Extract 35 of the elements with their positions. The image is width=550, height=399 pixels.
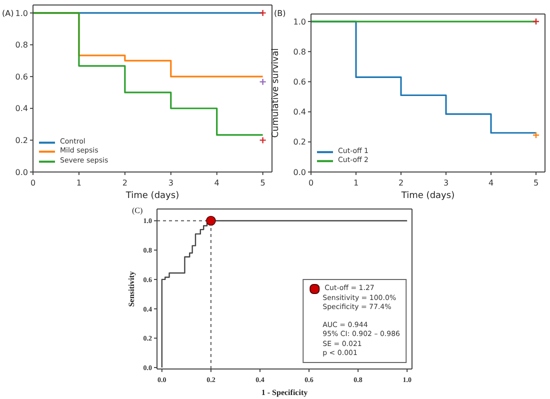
point <box>259 136 266 144</box>
x-tick-label: 0 <box>308 178 314 188</box>
x-tick-label: 3 <box>168 178 174 188</box>
y-tick-label: 0.4 <box>15 104 28 114</box>
x-tick-label: 0 <box>30 178 36 188</box>
y-axis-title: Sensitivity <box>126 271 136 307</box>
chart-title: (C) <box>132 206 143 215</box>
x-tick-label: 4 <box>488 178 494 188</box>
x-tick-label: 5 <box>533 178 539 188</box>
x-tick-label: 2 <box>122 178 128 188</box>
y-axis-title: Cumulative survival <box>271 48 282 138</box>
y-tick-label: 0.8 <box>15 40 28 50</box>
x-axis-title: Time (days) <box>124 191 180 201</box>
x-tick-label: 5 <box>260 178 266 188</box>
x-tick-label: 2 <box>398 178 404 188</box>
x-axis-title: Time (days) <box>400 191 455 201</box>
point <box>259 78 266 86</box>
y-tick-label: 0.8 <box>293 47 306 56</box>
y-tick-label: 1.0 <box>293 17 306 26</box>
y-tick-label: 0.2 <box>293 138 306 147</box>
text: (A) <box>2 9 14 18</box>
x-tick-label: 3 <box>443 178 449 188</box>
x-axis-title: 1 - Specificity <box>261 388 308 397</box>
y-tick-label: 0.4 <box>293 108 306 117</box>
y-tick-label: 0.0 <box>15 168 28 177</box>
y-tick-label: 1.0 <box>15 8 28 18</box>
y-tick-label: 0.2 <box>15 136 28 146</box>
y-tick-label: 0.0 <box>293 168 306 177</box>
y-tick-label: 0.6 <box>15 72 28 82</box>
point <box>259 9 266 17</box>
y-tick-label: 0.6 <box>293 78 306 87</box>
x-tick-label: 1 <box>76 178 82 188</box>
chart-title: (B) <box>274 9 286 18</box>
x-tick-label: 1 <box>353 178 359 188</box>
x-tick-label: 4 <box>214 178 220 188</box>
